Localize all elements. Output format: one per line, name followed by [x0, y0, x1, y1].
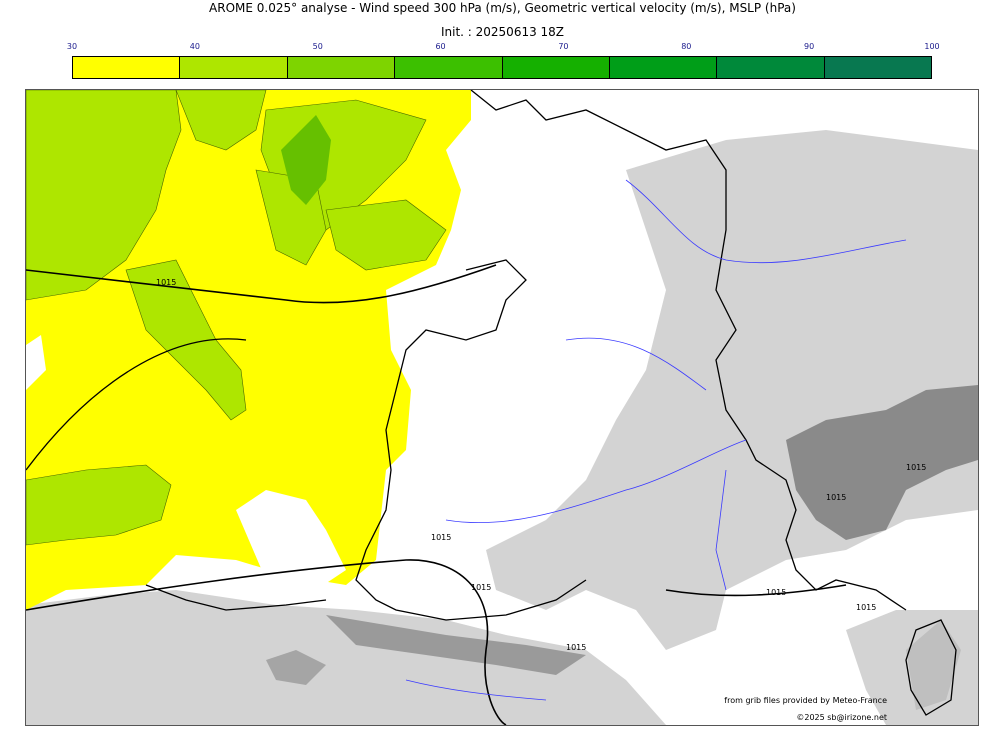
colorbar-tick: 30: [66, 42, 78, 51]
colorbar-tick: 70: [558, 42, 569, 51]
isobars: [26, 264, 847, 725]
isobar-label: 1015: [766, 588, 786, 597]
colorbar-tick: 60: [435, 42, 446, 51]
wind-speed-zone-green: [26, 90, 447, 546]
colorbar-tick: 80: [681, 42, 692, 51]
colorbar-tick: 100: [924, 42, 940, 51]
wind-speed-colorbar: [72, 56, 932, 79]
wind-speed-core-50: [281, 115, 331, 205]
map-title: AROME 0.025° analyse - Wind speed 300 hP…: [209, 1, 796, 15]
init-time: Init. : 20250613 18Z: [440, 25, 565, 39]
weather-map: 1015 1015 1015 1015 1015 1015 1015 1015: [25, 89, 979, 726]
isobar-label: 1015: [431, 533, 451, 542]
isobar-label: 1015: [856, 603, 876, 612]
coastlines: [26, 90, 957, 716]
colorbar-ticks: 30 40 50 60 70 80 90 100: [67, 42, 940, 54]
colorbar-segment: [717, 57, 825, 78]
alpine-relief: [266, 385, 978, 685]
isobar-label-group: 1015 1015 1015 1015 1015 1015 1015 1015: [156, 278, 926, 652]
colorbar-tick: 90: [804, 42, 815, 51]
rivers: [405, 179, 907, 701]
isobar-label: 1015: [906, 463, 926, 472]
isobar-label: 1015: [826, 493, 846, 502]
colorbar-segment: [824, 57, 931, 78]
colorbar-segment: [395, 57, 503, 78]
colorbar-segment: [609, 57, 718, 78]
colorbar-segment: [73, 57, 181, 78]
colorbar-segment: [180, 57, 288, 78]
copyright-credit: ©2025 sb@irizone.net: [796, 713, 887, 722]
isobar-label: 1015: [156, 278, 176, 287]
data-source-credit: from grib files provided by Meteo-France: [724, 696, 887, 705]
colorbar-tick: 40: [189, 42, 200, 51]
colorbar-tick: 50: [312, 42, 323, 51]
isobar-label: 1015: [566, 643, 586, 652]
isobar-label: 1015: [471, 583, 491, 592]
colorbar-segment: [502, 57, 610, 78]
map-canvas: 1015 1015 1015 1015 1015 1015 1015 1015: [26, 90, 978, 725]
colorbar-segment: [287, 57, 396, 78]
calm-zones: [26, 335, 346, 590]
